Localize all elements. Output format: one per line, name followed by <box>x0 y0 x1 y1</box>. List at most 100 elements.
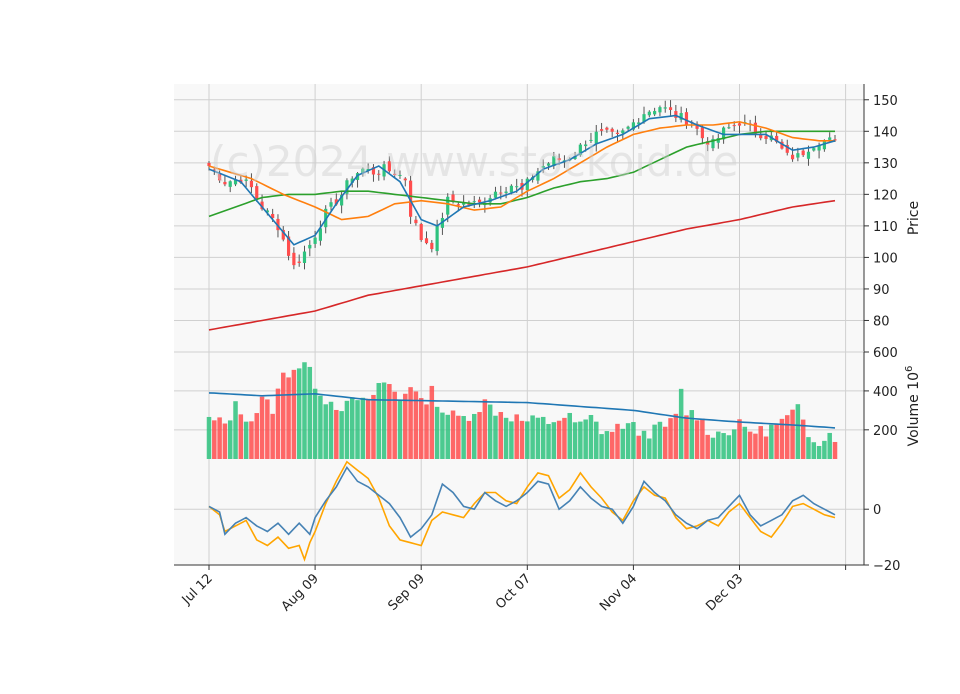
volume-bar-down <box>609 431 615 459</box>
volume-bar-up <box>721 433 726 459</box>
volume-bar-up <box>487 404 493 459</box>
volume-bar-down <box>408 387 413 459</box>
candle-up <box>308 244 312 249</box>
candle-down <box>615 132 620 134</box>
volume-bar-up <box>769 424 774 459</box>
volume-bar-up <box>440 412 445 459</box>
x-tick-label: Jul 12 <box>179 571 216 608</box>
candle-up <box>589 139 593 141</box>
volume-bar-up <box>806 437 811 459</box>
volume-bar-up <box>381 382 387 459</box>
y-tick-label: 400 <box>873 385 898 400</box>
x-tick-label: Dec 03 <box>703 571 746 614</box>
candle-up <box>472 201 476 203</box>
candle-down <box>276 218 280 231</box>
volume-bar-up <box>726 435 732 459</box>
candle-up <box>642 114 646 123</box>
volume-label-base: Volume 10 <box>906 372 922 446</box>
volume-label-exponent: 6 <box>904 366 915 372</box>
candle-up <box>631 122 635 130</box>
volume-bar-down <box>753 433 758 459</box>
candle-down <box>393 173 397 175</box>
y-tick-label: 120 <box>873 188 898 203</box>
volume-bar-down <box>556 420 562 459</box>
candle-up <box>637 122 641 125</box>
candle-up <box>822 140 826 150</box>
volume-bar-down <box>424 404 429 459</box>
y-tick-label: 200 <box>873 424 898 439</box>
volume-bar-up <box>434 406 440 459</box>
candle-down <box>610 128 614 132</box>
volume-bar-up <box>678 388 684 459</box>
y-tick-label: 90 <box>873 283 890 298</box>
candle-up <box>536 171 540 181</box>
volume-bar-down <box>270 413 275 459</box>
candle-down <box>674 111 678 118</box>
volume-bar-up <box>302 362 307 459</box>
y-tick-label: 600 <box>873 346 898 361</box>
volume-bar-down <box>636 435 641 459</box>
candle-up <box>446 196 450 215</box>
volume-bar-up <box>339 411 344 459</box>
y-tick-label: 100 <box>873 251 898 266</box>
x-tick-label: Nov 04 <box>597 571 640 614</box>
candle-up <box>265 210 269 213</box>
volume-bar-down <box>387 384 392 459</box>
volume-bar-up <box>599 434 604 459</box>
candle-up <box>546 163 551 166</box>
candle-down <box>430 242 434 250</box>
volume-bar-up <box>604 431 610 459</box>
candle-down <box>212 169 216 171</box>
candle-down <box>785 144 789 153</box>
moving-average-long-line <box>208 130 835 218</box>
volume-bar-down <box>281 372 286 459</box>
y-tick-label: 80 <box>873 314 890 329</box>
volume-bar-down <box>334 409 339 459</box>
volume-bar-down <box>450 410 456 459</box>
candle-up <box>398 174 402 176</box>
volume-bar-down <box>519 420 525 459</box>
candle-up <box>552 156 556 167</box>
watermark: (c)2024 www.stockoid.de <box>210 137 739 186</box>
x-tick-label: Aug 09 <box>279 571 322 614</box>
candle-up <box>228 181 232 187</box>
price-axis-label: Price <box>906 201 922 235</box>
volume-bar-down <box>413 391 419 459</box>
candle-up <box>361 168 365 173</box>
candle-up <box>716 138 720 143</box>
y-tick-label: 140 <box>873 125 898 140</box>
candle-down <box>764 135 768 139</box>
candle-down <box>801 150 805 156</box>
volume-bar-down <box>684 415 689 459</box>
candle-up <box>541 166 545 168</box>
volume-bar-up <box>647 438 652 459</box>
volume-bar-down <box>747 431 753 459</box>
candle-up <box>525 178 529 191</box>
volume-bar-down <box>779 418 785 459</box>
candle-down <box>753 122 758 134</box>
candle-up <box>796 153 800 158</box>
candle-down <box>451 194 455 203</box>
candle-down <box>249 180 254 188</box>
volume-bar-up <box>567 412 573 459</box>
candle-down <box>419 223 423 240</box>
candle-down <box>409 180 413 217</box>
candle-down <box>281 229 285 240</box>
volume-bar-down <box>212 420 217 459</box>
candle-down <box>833 139 837 141</box>
oscillator-main-line <box>208 465 836 539</box>
volume-bar-down <box>265 399 270 459</box>
volume-bar-up <box>657 421 663 459</box>
candle-down <box>292 252 296 266</box>
candle-up <box>318 228 322 241</box>
volume-bar-down <box>482 399 488 459</box>
candle-up <box>435 225 439 252</box>
volume-bar-up <box>625 423 631 459</box>
candle-up <box>313 237 317 244</box>
candle-up <box>584 144 588 147</box>
volume-bar-down <box>832 441 838 459</box>
candle-up <box>817 145 821 151</box>
candle-down <box>775 135 779 142</box>
